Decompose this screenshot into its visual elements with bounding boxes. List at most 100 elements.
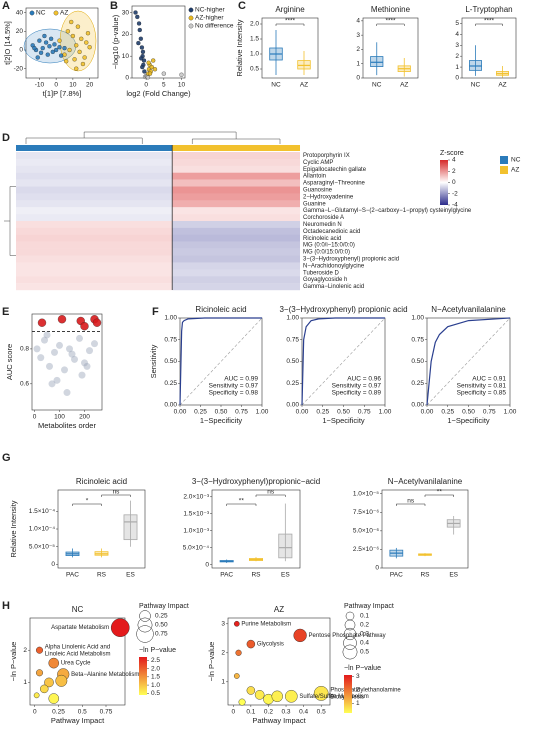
panel-label: A [2, 0, 10, 12]
point [76, 334, 83, 342]
point [48, 36, 54, 41]
size-legend-marker [342, 644, 358, 660]
x-tick-label: 200 [79, 414, 90, 421]
x-tick-label: 1.00 [504, 409, 517, 416]
size-legend-marker [344, 619, 356, 631]
y-tick-label: 1.00 [286, 315, 299, 322]
x-tick-label: ES [126, 572, 135, 579]
point [50, 49, 55, 55]
point [161, 71, 166, 76]
point [40, 45, 45, 51]
plot-frame [25, 7, 99, 79]
legend-marker [188, 15, 194, 21]
diagonal [426, 317, 511, 406]
heat-cell [172, 262, 300, 270]
plot-frame [227, 617, 331, 706]
y-tick-label: 0.75 [411, 336, 424, 343]
x-tick-label: PAC [66, 572, 79, 579]
bubble [293, 628, 307, 643]
point [79, 36, 84, 41]
y-tick-label: 0 [205, 561, 209, 568]
box [297, 60, 311, 70]
y-tick-label: 5 [455, 20, 459, 27]
point [66, 345, 73, 353]
y-tick-label: 0.50 [286, 358, 299, 365]
heat-cell [16, 276, 173, 284]
legend-title: −ln P−value [139, 647, 176, 654]
y-tick-label: 0 [356, 75, 360, 82]
roc-curve [301, 317, 385, 406]
point [72, 57, 77, 62]
point [37, 38, 42, 43]
size-legend-marker [137, 617, 153, 633]
y-tick-label: 0.25 [164, 380, 177, 387]
heat-cell [172, 276, 300, 284]
x-tick-label: NC [372, 82, 382, 89]
point [46, 362, 53, 370]
x-tick-label: 0.75 [235, 409, 248, 416]
panel-title: N−Acetylvanilalanine [388, 477, 463, 486]
point [70, 33, 76, 39]
point [74, 66, 79, 71]
y-tick-label: 0 [455, 75, 459, 82]
heat-cell [172, 255, 300, 263]
point [37, 354, 45, 362]
row-label: Octadecanedioic acid [303, 229, 360, 235]
sig-label: ns [113, 489, 121, 496]
sig-label: **** [385, 18, 396, 25]
y-tick-label: 0.5 [250, 66, 259, 73]
y-tick-label: 1 [23, 679, 27, 686]
sig-label: ** [239, 498, 245, 505]
x-tick-label: 0.5 [78, 709, 87, 716]
x-tick-label: 0 [33, 709, 37, 716]
x-axis-label: Pathway Impact [252, 716, 306, 725]
point [47, 44, 52, 49]
panel-label: D [2, 132, 10, 144]
dendrogram [25, 131, 281, 144]
point [141, 58, 147, 63]
colorbar-label: 1.5 [151, 674, 160, 681]
point [42, 33, 47, 39]
sig-bracket [226, 503, 257, 506]
point [83, 362, 91, 370]
y-tick-label: 5.0×10⁻⁴ [183, 544, 209, 551]
size-legend-marker [343, 636, 357, 650]
group-bar [16, 145, 173, 151]
x-axis-label: t[1]P [7.8%] [43, 89, 82, 98]
heat-cell [172, 179, 300, 187]
size-legend-marker [136, 625, 154, 643]
colorbar-label: 2.0 [151, 665, 160, 672]
panel-title: AZ [274, 605, 284, 614]
heat-cell [16, 283, 173, 291]
bubble [55, 674, 68, 687]
y-tick-label: 2 [221, 650, 225, 657]
x-tick-label: 0.75 [483, 409, 496, 416]
size-legend-marker [139, 610, 151, 622]
sig-label: **** [484, 18, 495, 25]
point [82, 55, 87, 60]
bubble [110, 618, 130, 637]
colorbar-label: 4 [452, 157, 456, 164]
x-tick-label: NC [471, 82, 481, 89]
point [92, 318, 102, 327]
x-tick-label: 0.50 [337, 409, 350, 416]
colorbar [139, 657, 147, 695]
annotation: Sensitivity = 0.81 [457, 383, 507, 390]
y-tick-label: 1.00 [411, 315, 424, 322]
x-tick-label: 0.2 [264, 709, 273, 716]
point [37, 318, 47, 327]
colorbar-label: 2 [452, 168, 456, 175]
x-tick-label: 0 [144, 82, 148, 89]
legend-title: Pathway Impact [344, 603, 394, 610]
colorbar [344, 675, 352, 713]
y-tick-label: 0.75 [164, 336, 177, 343]
sig-bracket [475, 23, 503, 26]
point [149, 64, 154, 70]
legend-marker [53, 10, 59, 16]
annotation: Sensitivity = 0.97 [209, 383, 259, 390]
bubble [285, 690, 298, 703]
point [74, 43, 79, 48]
y-tick-label: 0 [375, 565, 379, 572]
point [53, 376, 61, 384]
